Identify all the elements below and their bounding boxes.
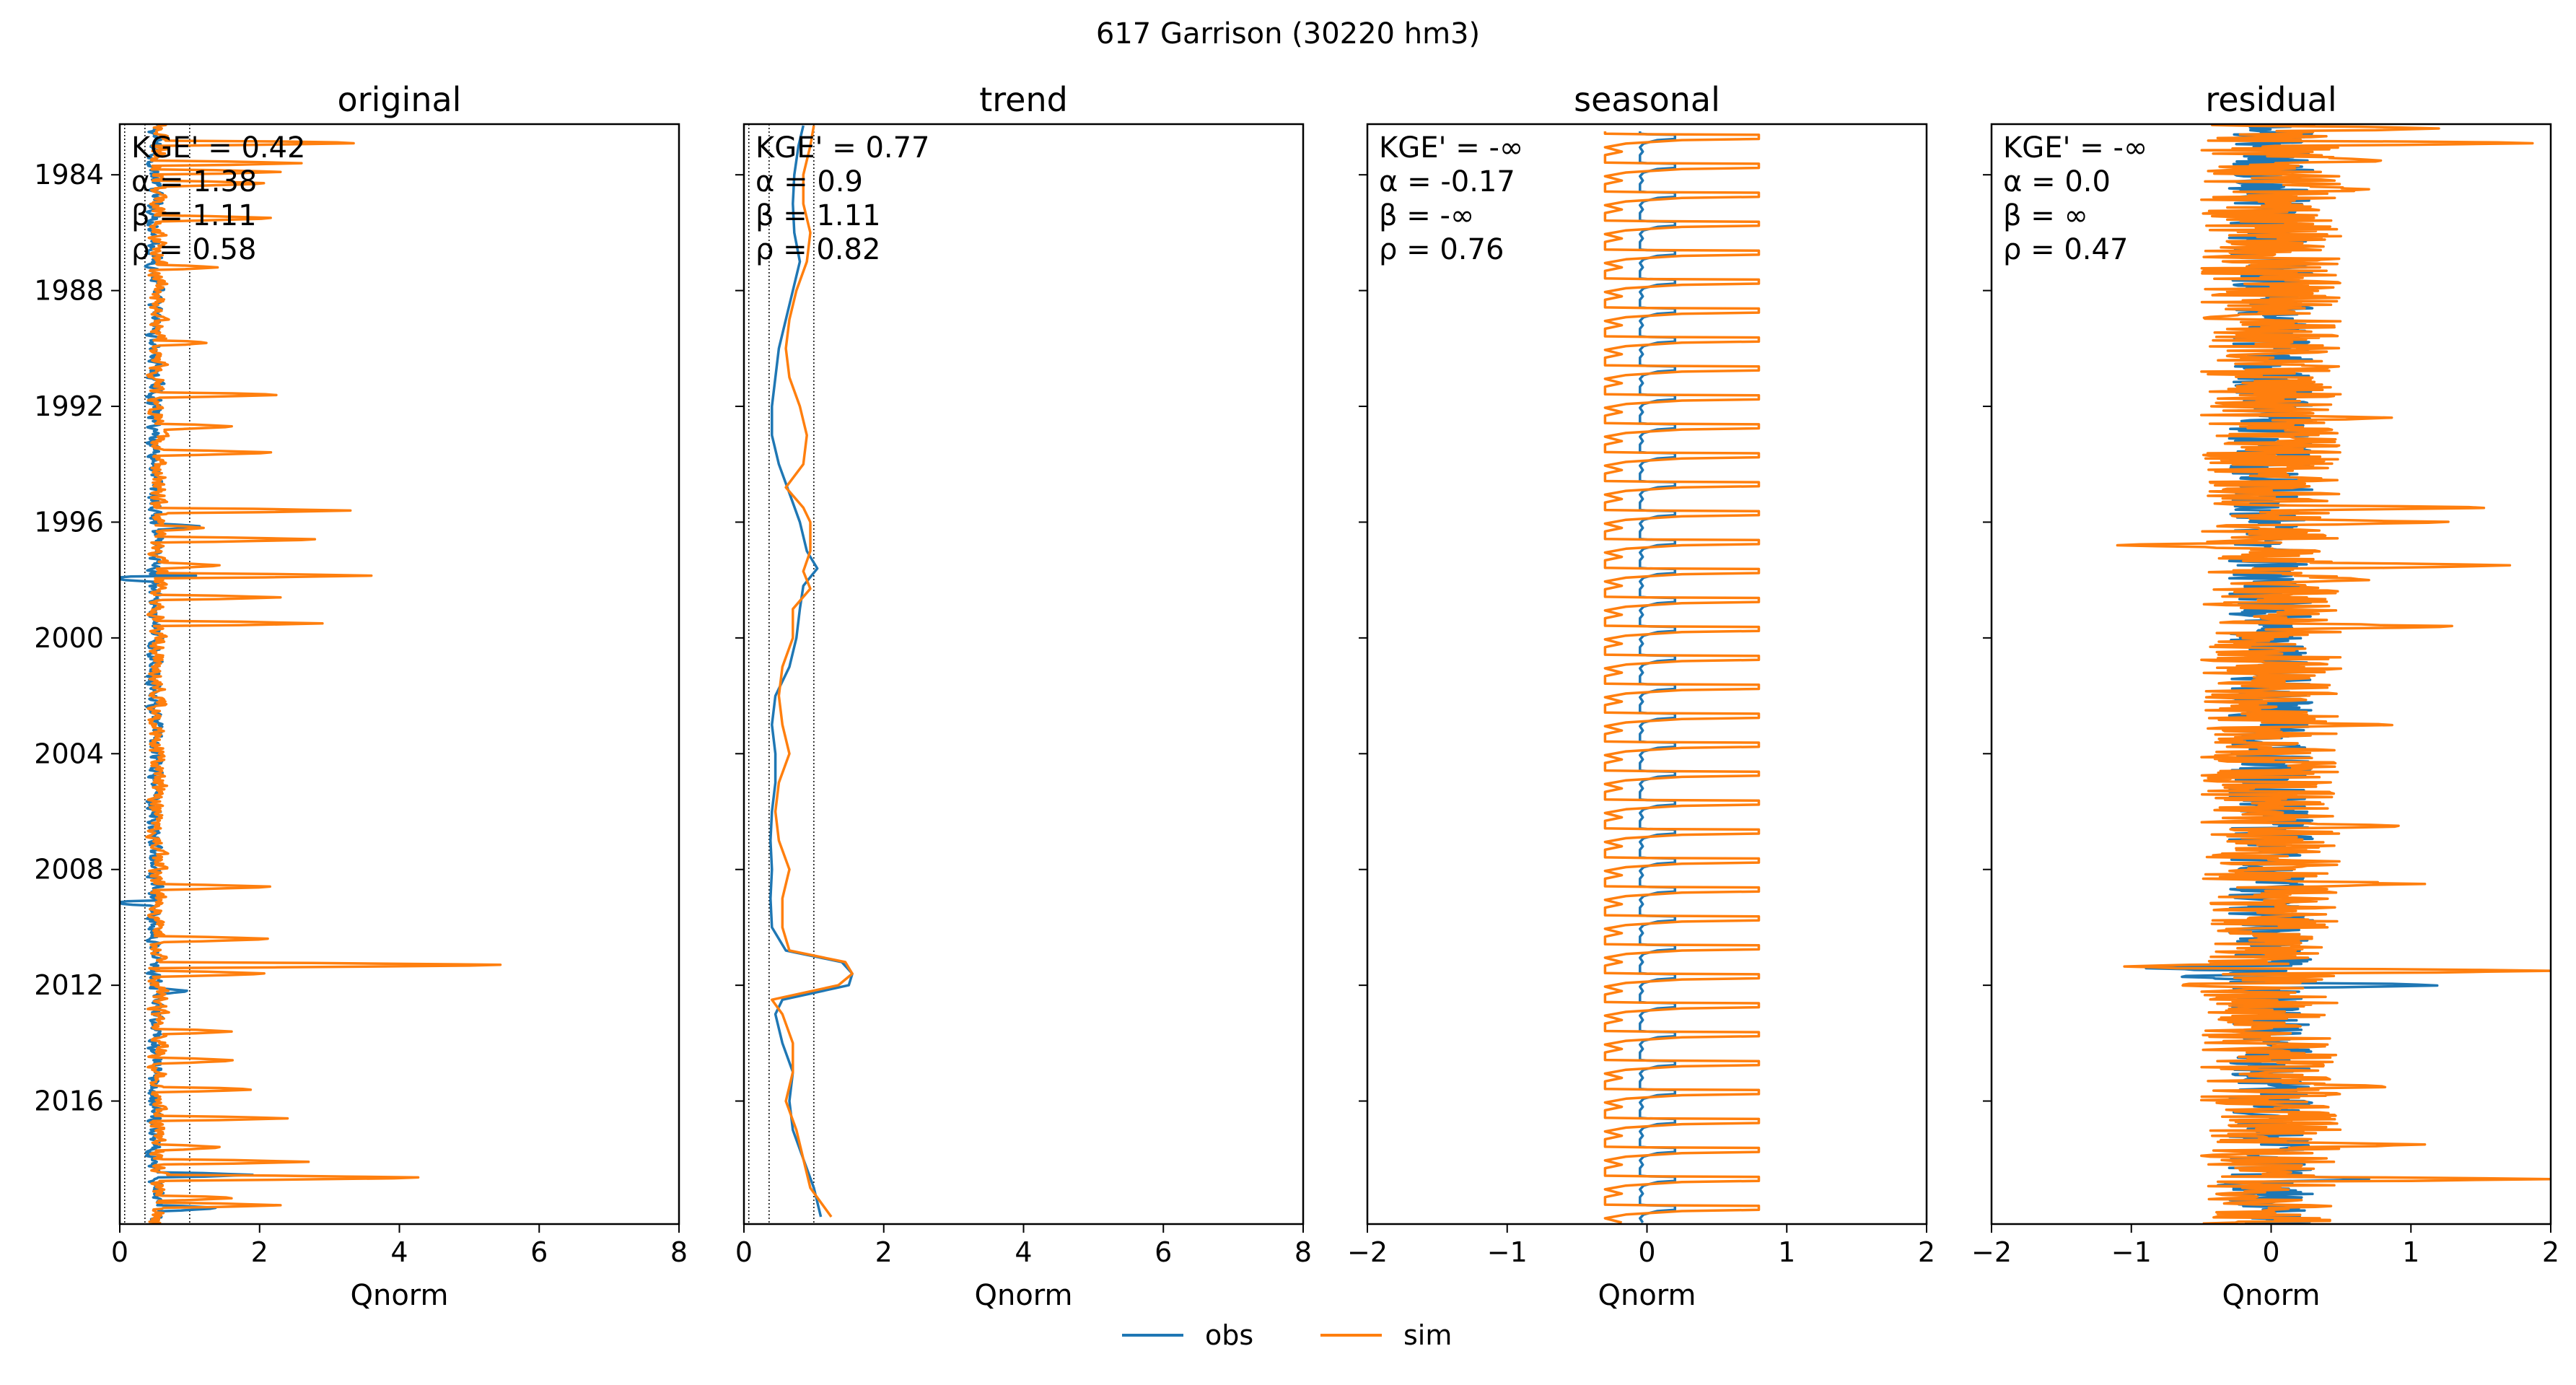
stat-annotation: β = 1.11 bbox=[755, 199, 881, 232]
series-line-sim bbox=[1603, 131, 1761, 1224]
y-tick-label: 2016 bbox=[34, 1085, 104, 1117]
x-tick-label: 0 bbox=[735, 1236, 753, 1268]
y-tick-label: 2000 bbox=[34, 622, 104, 654]
series-line-sim bbox=[771, 125, 854, 1218]
x-axis-label: Qnorm bbox=[350, 1279, 448, 1312]
legend: obs sim bbox=[1122, 1319, 1452, 1351]
x-tick-label: 2 bbox=[1918, 1236, 1935, 1268]
series-line-obs bbox=[769, 125, 854, 1218]
x-tick-label: 1 bbox=[1778, 1236, 1795, 1268]
x-tick-label: −1 bbox=[1487, 1236, 1528, 1268]
x-tick-label: 4 bbox=[390, 1236, 408, 1268]
panel-title: seasonal bbox=[1574, 80, 1720, 119]
figure-suptitle: 617 Garrison (30220 hm3) bbox=[1096, 17, 1480, 51]
stat-annotation: α = 0.9 bbox=[755, 165, 863, 198]
x-tick-label: −2 bbox=[1347, 1236, 1388, 1268]
legend-obs-label: obs bbox=[1205, 1319, 1253, 1351]
series-group bbox=[1603, 131, 1761, 1224]
panel-original: original 0 2 4 6 8 Qnorm 1984 1988 1992 1996 2000 20… bbox=[34, 80, 688, 1312]
stat-annotation: α = 0.0 bbox=[2003, 165, 2111, 198]
x-tick-label: 1 bbox=[2402, 1236, 2419, 1268]
x-tick-label: 6 bbox=[1155, 1236, 1172, 1268]
x-axis-label: Qnorm bbox=[1598, 1279, 1696, 1312]
stat-annotation: β = ∞ bbox=[2003, 199, 2088, 232]
legend-sim-label: sim bbox=[1403, 1319, 1452, 1351]
stat-annotation: KGE' = 0.77 bbox=[755, 131, 930, 165]
x-tick-label: 0 bbox=[1638, 1236, 1655, 1268]
panel-residual: residual −2 −1 0 1 2 Qnorm KGE' = -∞α = 0.0β = … bbox=[1971, 80, 2559, 1312]
y-tick-label: 1984 bbox=[34, 159, 104, 191]
series-line-sim bbox=[2116, 124, 2551, 1224]
series-group bbox=[120, 124, 502, 1224]
y-tick-label: 1992 bbox=[34, 390, 104, 422]
series-group bbox=[2116, 124, 2551, 1224]
stat-annotation: KGE' = -∞ bbox=[2003, 131, 2147, 165]
x-axis-label: Qnorm bbox=[974, 1279, 1072, 1312]
x-tick-label: 2 bbox=[875, 1236, 893, 1268]
x-tick-label: 0 bbox=[111, 1236, 128, 1268]
panel-title: trend bbox=[979, 80, 1068, 119]
x-tick-label: 0 bbox=[2262, 1236, 2279, 1268]
panel-seasonal: seasonal −2 −1 0 1 2 Qnorm KGE' = -∞α = -0.17β … bbox=[1347, 80, 1935, 1312]
x-tick-label: 8 bbox=[1294, 1236, 1312, 1268]
x-tick-label: 2 bbox=[251, 1236, 268, 1268]
x-axis-label: Qnorm bbox=[2222, 1279, 2320, 1312]
stat-annotation: β = 1.11 bbox=[131, 199, 257, 232]
y-tick-label: 2004 bbox=[34, 738, 104, 769]
series-group bbox=[769, 125, 854, 1218]
y-tick-label: 2008 bbox=[34, 854, 104, 886]
x-tick-label: 6 bbox=[530, 1236, 548, 1268]
y-tick-label: 2012 bbox=[34, 969, 104, 1001]
panel-trend: trend 0 2 4 6 8 Qnorm KGE' = 0.77α = 0.9β = 1.1… bbox=[735, 80, 1312, 1312]
panel-title: residual bbox=[2205, 80, 2336, 119]
series-line-sim bbox=[145, 124, 502, 1224]
stat-annotation: ρ = 0.82 bbox=[755, 233, 880, 266]
stat-annotation: ρ = 0.58 bbox=[131, 233, 256, 266]
x-tick-label: −1 bbox=[2111, 1236, 2152, 1268]
stat-annotation: KGE' = 0.42 bbox=[131, 131, 306, 165]
stat-annotation: KGE' = -∞ bbox=[1379, 131, 1523, 165]
y-tick-label: 1996 bbox=[34, 506, 104, 538]
stat-annotation: β = -∞ bbox=[1379, 199, 1474, 232]
x-tick-label: 4 bbox=[1015, 1236, 1032, 1268]
x-tick-label: 8 bbox=[670, 1236, 688, 1268]
panel-title: original bbox=[338, 80, 462, 119]
stat-annotation: α = 1.38 bbox=[131, 165, 257, 198]
x-tick-label: −2 bbox=[1971, 1236, 2012, 1268]
x-tick-label: 2 bbox=[2542, 1236, 2559, 1268]
stat-annotation: ρ = 0.47 bbox=[2003, 233, 2128, 266]
stat-annotation: α = -0.17 bbox=[1379, 165, 1515, 198]
stat-annotation: ρ = 0.76 bbox=[1379, 233, 1504, 266]
y-tick-label: 1988 bbox=[34, 275, 104, 307]
